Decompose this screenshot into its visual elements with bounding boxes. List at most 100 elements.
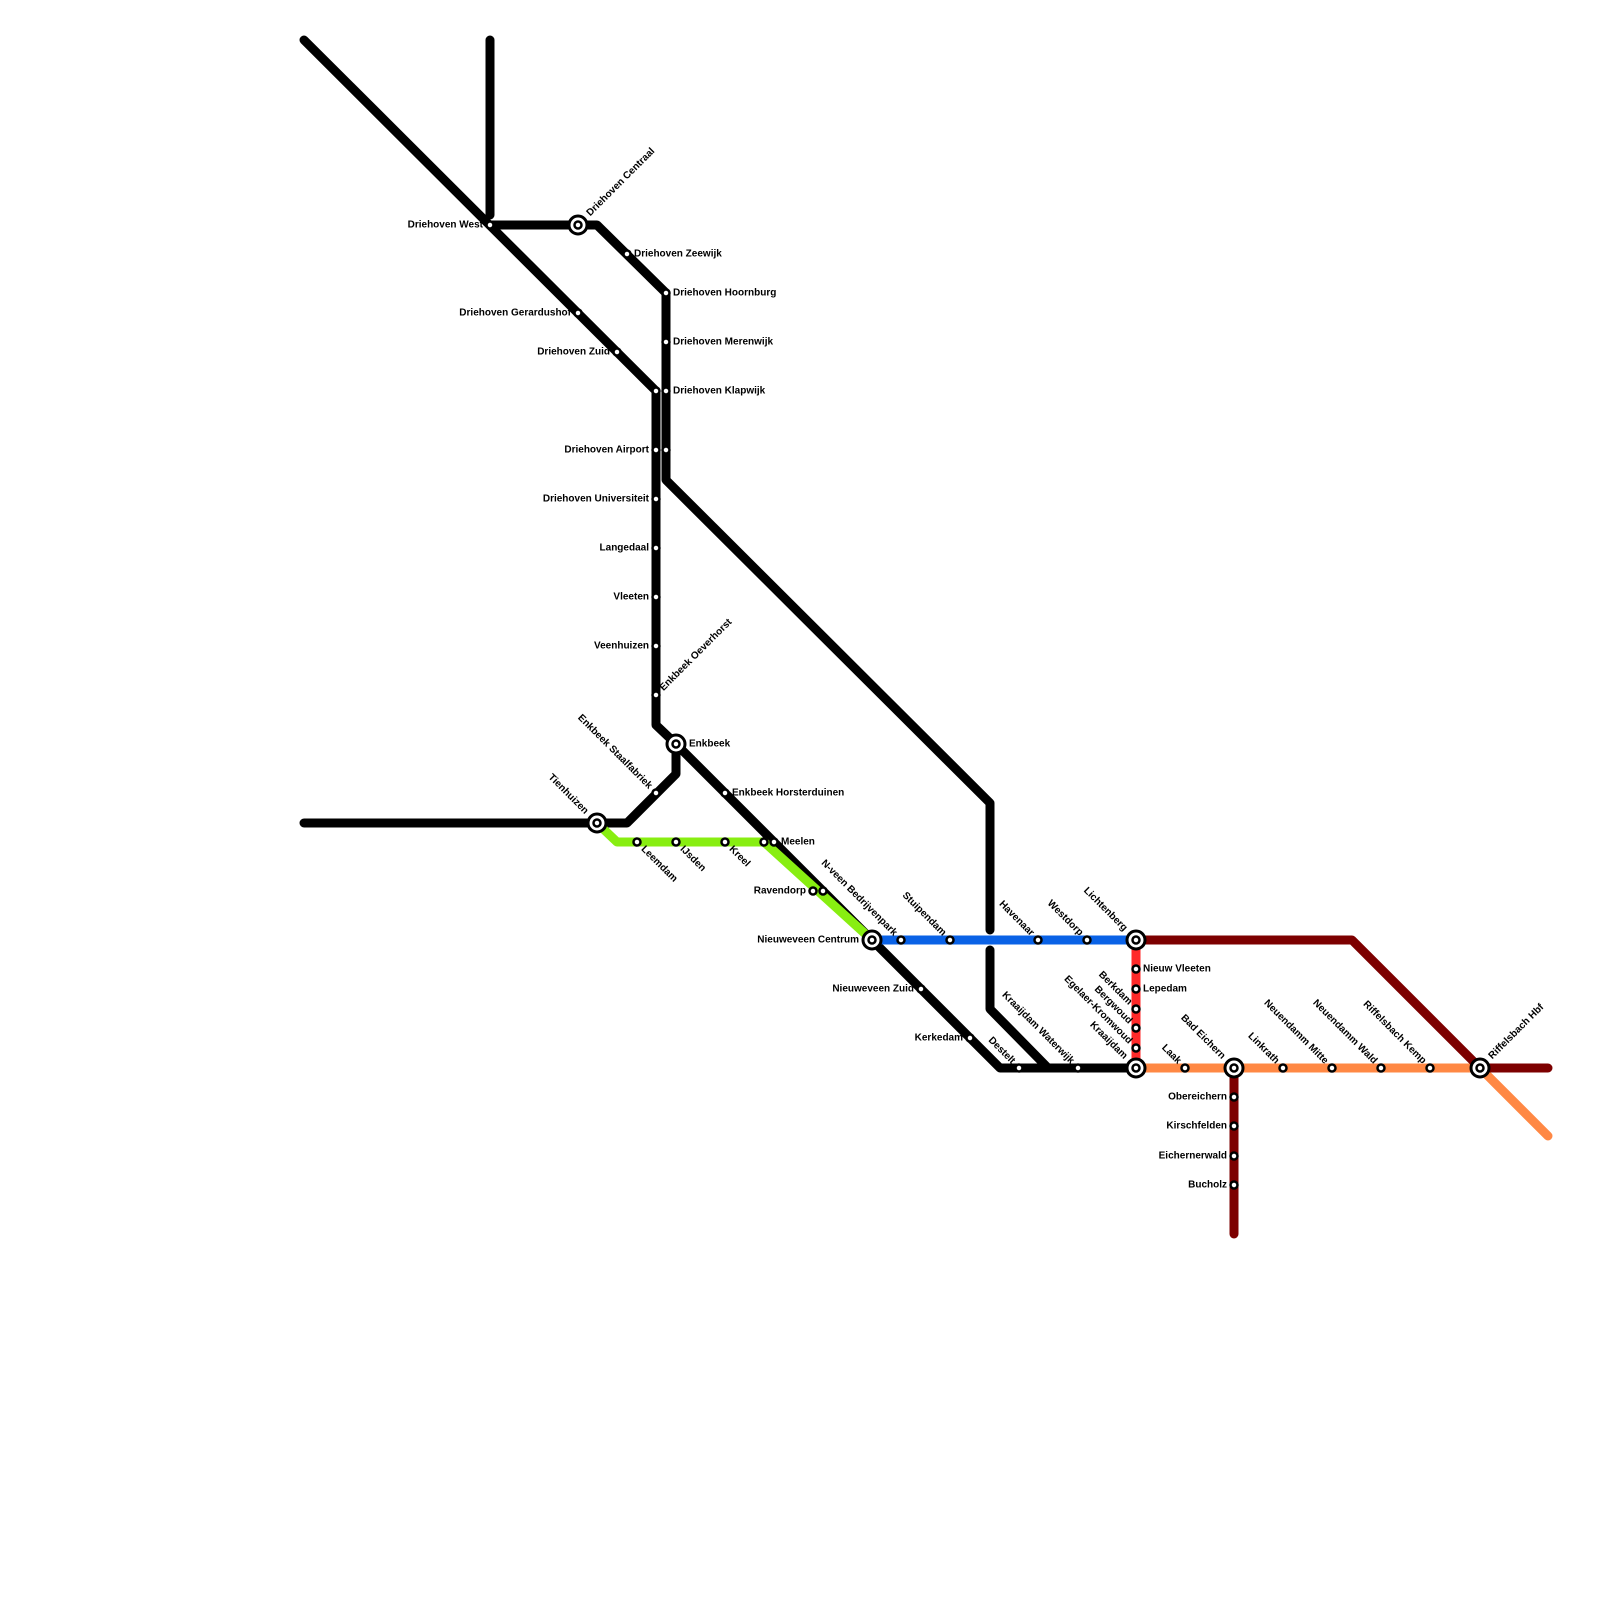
station-dot	[661, 386, 671, 396]
station-label: Lichtenberg	[1081, 885, 1129, 933]
station-dot	[651, 445, 661, 455]
interchange-core	[592, 818, 602, 828]
station-dot	[1278, 1063, 1288, 1073]
station-dot	[573, 308, 583, 318]
stations: Driehoven West Driehoven Centraal Driehove…	[408, 146, 1547, 1191]
station-label: Langedaal	[600, 543, 650, 554]
station-dot	[1014, 1063, 1024, 1073]
station-dot	[720, 837, 730, 847]
station-label: Bucholz	[1188, 1180, 1227, 1191]
station-label: Driehoven West	[408, 220, 484, 231]
station-label: Driehoven Universiteit	[543, 494, 650, 505]
station-label: Nieuweveen Centrum	[757, 935, 859, 946]
station-label: Kerkedam	[915, 1033, 963, 1044]
station-label: Stuipendam	[900, 890, 948, 938]
station-label: Enkbeek Horsterduinen	[732, 788, 844, 799]
station-label: Enkbeek Oeverhorst	[658, 616, 735, 693]
interchange-core	[867, 935, 877, 945]
station-dot	[1131, 1023, 1141, 1033]
station-dot	[632, 837, 642, 847]
station-dot	[671, 837, 681, 847]
interchange-core	[1229, 1063, 1239, 1073]
station-dot	[651, 386, 661, 396]
station-label: Tienhuizen	[546, 772, 591, 817]
station-dot	[1131, 984, 1141, 994]
station-dot	[965, 1033, 975, 1043]
station-label: Driehoven Hoornburg	[673, 288, 776, 299]
station-dot	[1033, 935, 1043, 945]
station-label: IJsden	[678, 844, 708, 874]
station-label: Kreel	[727, 844, 753, 870]
station-dot	[1082, 935, 1092, 945]
station-dot	[808, 886, 818, 896]
station-dot	[651, 690, 661, 700]
line-black	[299, 739, 681, 828]
line-black	[985, 945, 1053, 1073]
station-label: Driehoven Centraal	[585, 146, 658, 219]
station-label: Kirschfelden	[1166, 1121, 1227, 1132]
station-dot	[916, 984, 926, 994]
line-green	[592, 818, 877, 945]
station-dot	[945, 935, 955, 945]
station-label: Driehoven Airport	[564, 445, 649, 456]
station-label: Nieuweveen Zuid	[832, 984, 914, 995]
station-label: Driehoven Klapwijk	[673, 386, 766, 397]
station-label: Obereichern	[1168, 1092, 1227, 1103]
station-dot	[651, 543, 661, 553]
station-label: Driehoven Gerardushof	[459, 308, 571, 319]
station-label: Driehoven Zuid	[537, 347, 610, 358]
station-label: Linkrath	[1246, 1031, 1282, 1067]
station-dot	[1425, 1063, 1435, 1073]
station-label: Riffelsbach Hbf	[1487, 1001, 1547, 1061]
station-dot	[651, 494, 661, 504]
station-dot	[651, 788, 661, 798]
station-label: Driehoven Zeewijk	[634, 249, 722, 260]
station-dot	[1131, 1043, 1141, 1053]
station-dot	[661, 288, 671, 298]
station-label: Eichernerwald	[1159, 1151, 1227, 1162]
station-dot	[622, 249, 632, 259]
station-dot	[1073, 1063, 1083, 1073]
station-dot	[1131, 964, 1141, 974]
station-dot	[1131, 1004, 1141, 1014]
station-dot	[1229, 1121, 1239, 1131]
extra-stops	[651, 386, 828, 896]
station-label: Enkbeek	[689, 739, 731, 750]
interchange-core	[573, 220, 583, 230]
station-label: Driehoven Merenwijk	[673, 337, 773, 348]
interchange-core	[1131, 935, 1141, 945]
station-dot	[485, 220, 495, 230]
station-dot	[818, 886, 828, 896]
station-dot	[896, 935, 906, 945]
station-dot	[612, 347, 622, 357]
station-dot	[759, 837, 769, 847]
line-darkred	[1131, 935, 1553, 1073]
station-label: Lepedam	[1143, 984, 1187, 995]
station-dot	[1376, 1063, 1386, 1073]
station-dot	[1229, 1092, 1239, 1102]
interchange-core	[671, 739, 681, 749]
station-dot	[651, 641, 661, 651]
station-dot	[661, 445, 671, 455]
station-label: Veenhuizen	[594, 641, 649, 652]
station-label: Ravendorp	[754, 886, 806, 897]
station-dot	[1229, 1180, 1239, 1190]
interchange-core	[1475, 1063, 1485, 1073]
station-label: Vleeten	[613, 592, 649, 603]
station-dot	[1229, 1151, 1239, 1161]
station-dot	[661, 337, 671, 347]
station-label: Leemdam	[639, 844, 680, 885]
station-dot	[1327, 1063, 1337, 1073]
station-label: Laak	[1159, 1042, 1183, 1066]
station-dot	[769, 837, 779, 847]
station-label: Westdorp	[1045, 898, 1085, 938]
station-dot	[720, 788, 730, 798]
station-dot	[651, 592, 661, 602]
station-label: Enkbeek Staalfabriek	[575, 712, 654, 791]
interchange-core	[1131, 1063, 1141, 1073]
station-label: Meelen	[781, 837, 815, 848]
station-label: Nieuw Vleeten	[1143, 964, 1211, 975]
station-dot	[1180, 1063, 1190, 1073]
station-label: Bad Eichern	[1178, 1013, 1227, 1062]
